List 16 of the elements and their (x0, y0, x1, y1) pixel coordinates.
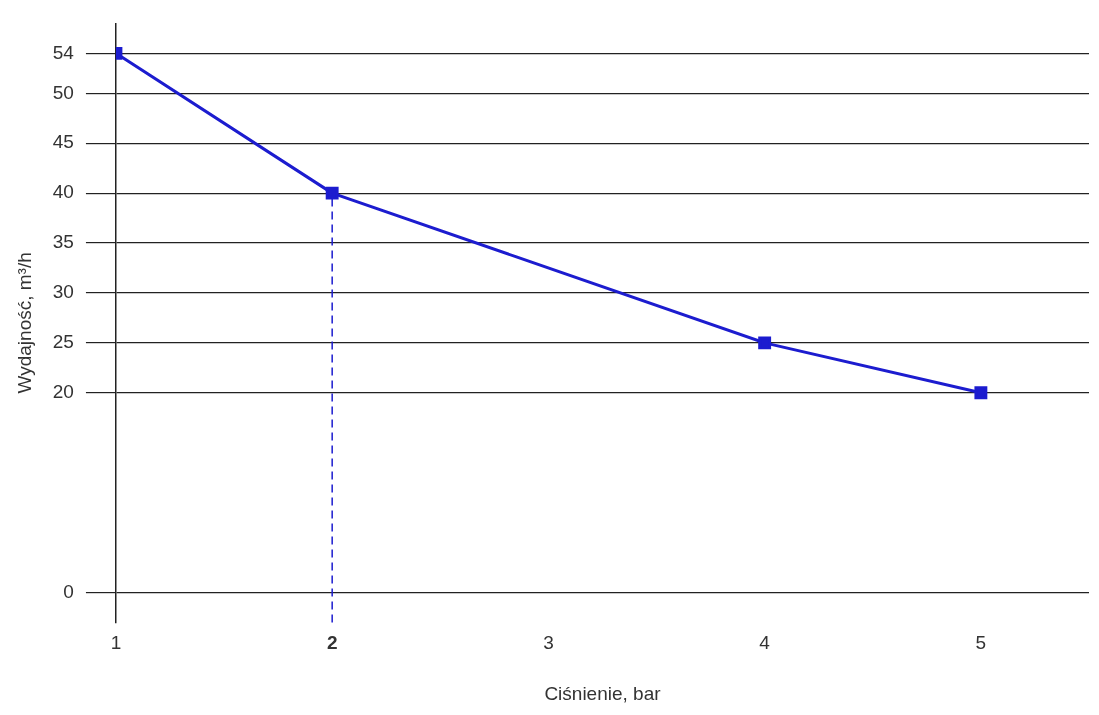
y-tick-label: 50 (52, 81, 74, 103)
x-tick-label: 4 (759, 632, 771, 654)
x-tick-label: 1 (110, 632, 122, 654)
x-tick-label: 5 (975, 632, 987, 654)
y-tick-label: 54 (52, 41, 75, 63)
y-tick-label: 45 (52, 131, 74, 153)
y-tick-label: 30 (52, 281, 74, 303)
y-tick-label: 20 (52, 381, 74, 403)
x-tick-label: 3 (543, 632, 554, 654)
y-axis-title: Wydajność, m³/h (13, 252, 35, 394)
y-tick-label: 35 (52, 231, 74, 253)
y-tick-label: 40 (52, 181, 74, 203)
y-tick-label: 0 (63, 580, 74, 602)
y-tick-label: 25 (52, 331, 74, 353)
x-axis-title: Ciśnienie, bar (544, 682, 662, 704)
x-tick-label: 2 (326, 632, 338, 654)
